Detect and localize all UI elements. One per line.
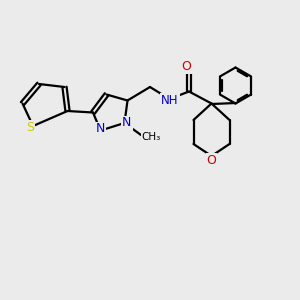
Text: N: N	[122, 116, 132, 130]
Text: N: N	[96, 122, 105, 136]
Text: S: S	[26, 121, 34, 134]
Text: NH: NH	[161, 94, 179, 107]
Text: CH₃: CH₃	[142, 131, 161, 142]
Text: O: O	[207, 154, 216, 167]
Text: O: O	[182, 60, 191, 73]
